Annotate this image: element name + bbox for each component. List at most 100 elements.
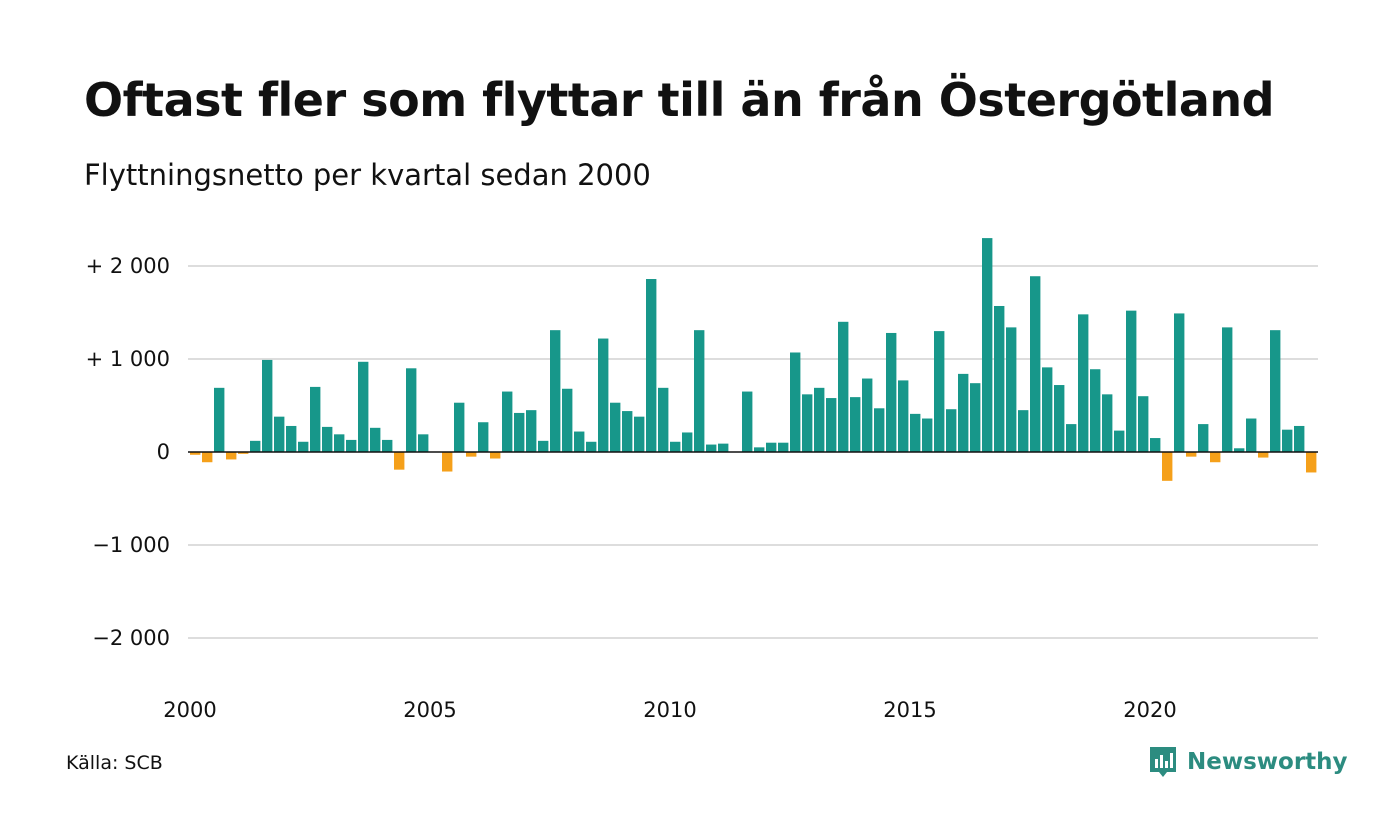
bar	[754, 447, 765, 452]
bar	[1162, 452, 1173, 481]
bar	[814, 387, 825, 452]
bar	[586, 441, 597, 452]
x-tick-label: 2015	[883, 698, 936, 722]
x-tick-label: 2020	[1123, 698, 1176, 722]
bar	[598, 338, 609, 452]
bar	[502, 391, 513, 452]
bar	[334, 434, 345, 452]
bar	[742, 391, 753, 452]
bar	[646, 279, 657, 452]
bar	[910, 413, 921, 452]
y-tick-label: + 1 000	[86, 347, 170, 371]
bar	[958, 373, 969, 452]
bar	[562, 388, 573, 452]
bar	[1234, 448, 1245, 452]
bar	[226, 452, 237, 460]
bar	[658, 387, 669, 452]
bar	[1258, 452, 1269, 458]
bar	[682, 432, 693, 452]
bar	[670, 441, 681, 452]
bar	[1054, 385, 1065, 452]
bar	[526, 410, 537, 452]
bar	[478, 422, 489, 452]
bar	[262, 359, 273, 452]
bar	[838, 321, 849, 452]
bar	[1078, 314, 1089, 452]
bar	[1174, 313, 1185, 452]
bars	[190, 238, 1317, 481]
bar	[970, 383, 981, 452]
bar	[1018, 410, 1029, 452]
bar	[1210, 452, 1221, 463]
bar	[1246, 418, 1257, 452]
bar	[574, 431, 585, 452]
bar	[382, 439, 393, 452]
bar	[310, 386, 321, 452]
bar	[622, 411, 633, 452]
bar	[250, 440, 261, 452]
bar	[706, 444, 717, 452]
source-note: Källa: SCB	[66, 752, 163, 774]
bar	[982, 238, 993, 452]
bar	[322, 426, 333, 452]
bar	[466, 452, 477, 457]
bar	[454, 402, 465, 452]
chart-subtitle: Flyttningsnetto per kvartal sedan 2000	[84, 158, 651, 192]
bar	[550, 330, 561, 452]
y-tick-label: −2 000	[92, 626, 170, 650]
bar	[202, 452, 213, 463]
bar	[934, 331, 945, 452]
bar	[442, 452, 453, 472]
bar	[694, 330, 705, 452]
bar	[1270, 330, 1281, 452]
bar	[1126, 310, 1137, 452]
newsworthy-logo-icon	[1150, 747, 1176, 777]
y-tick-label: −1 000	[92, 533, 170, 557]
bar	[1294, 425, 1305, 452]
bar	[1186, 452, 1197, 457]
x-axis-labels: 2000 2005 2010 2015 2020	[163, 698, 1176, 722]
bar	[538, 440, 549, 452]
bar	[1066, 424, 1077, 452]
bar	[1138, 396, 1149, 452]
bar	[514, 412, 525, 452]
bar	[346, 439, 357, 452]
bar	[1306, 452, 1317, 473]
bar	[766, 442, 777, 452]
bar	[214, 387, 225, 452]
bar	[802, 394, 813, 452]
brand-name: Newsworthy	[1187, 749, 1348, 775]
bar	[490, 452, 501, 459]
bar	[1030, 276, 1041, 452]
y-tick-label: 0	[157, 440, 170, 464]
bar	[1282, 429, 1293, 452]
bar	[874, 408, 885, 452]
brand-logo[interactable]: Newsworthy	[1148, 744, 1348, 780]
bar	[634, 416, 645, 452]
bar	[406, 368, 417, 452]
bar	[718, 443, 729, 452]
bar	[1114, 430, 1125, 452]
bar	[778, 442, 789, 452]
bar	[946, 409, 957, 452]
bar	[1150, 438, 1161, 452]
bar	[826, 398, 837, 452]
bar	[1222, 327, 1233, 452]
bar	[274, 416, 285, 452]
bar	[394, 452, 405, 470]
bar	[610, 402, 621, 452]
x-tick-label: 2000	[163, 698, 216, 722]
bar	[418, 434, 429, 452]
bar	[1042, 367, 1053, 452]
bar	[1006, 327, 1017, 452]
bar	[1102, 394, 1113, 452]
bar	[790, 352, 801, 452]
bar	[994, 305, 1005, 452]
y-tick-label: + 2 000	[86, 254, 170, 278]
bar	[898, 380, 909, 452]
bar	[286, 425, 297, 452]
bar	[886, 332, 897, 452]
bar	[298, 441, 309, 452]
bar	[850, 397, 861, 452]
